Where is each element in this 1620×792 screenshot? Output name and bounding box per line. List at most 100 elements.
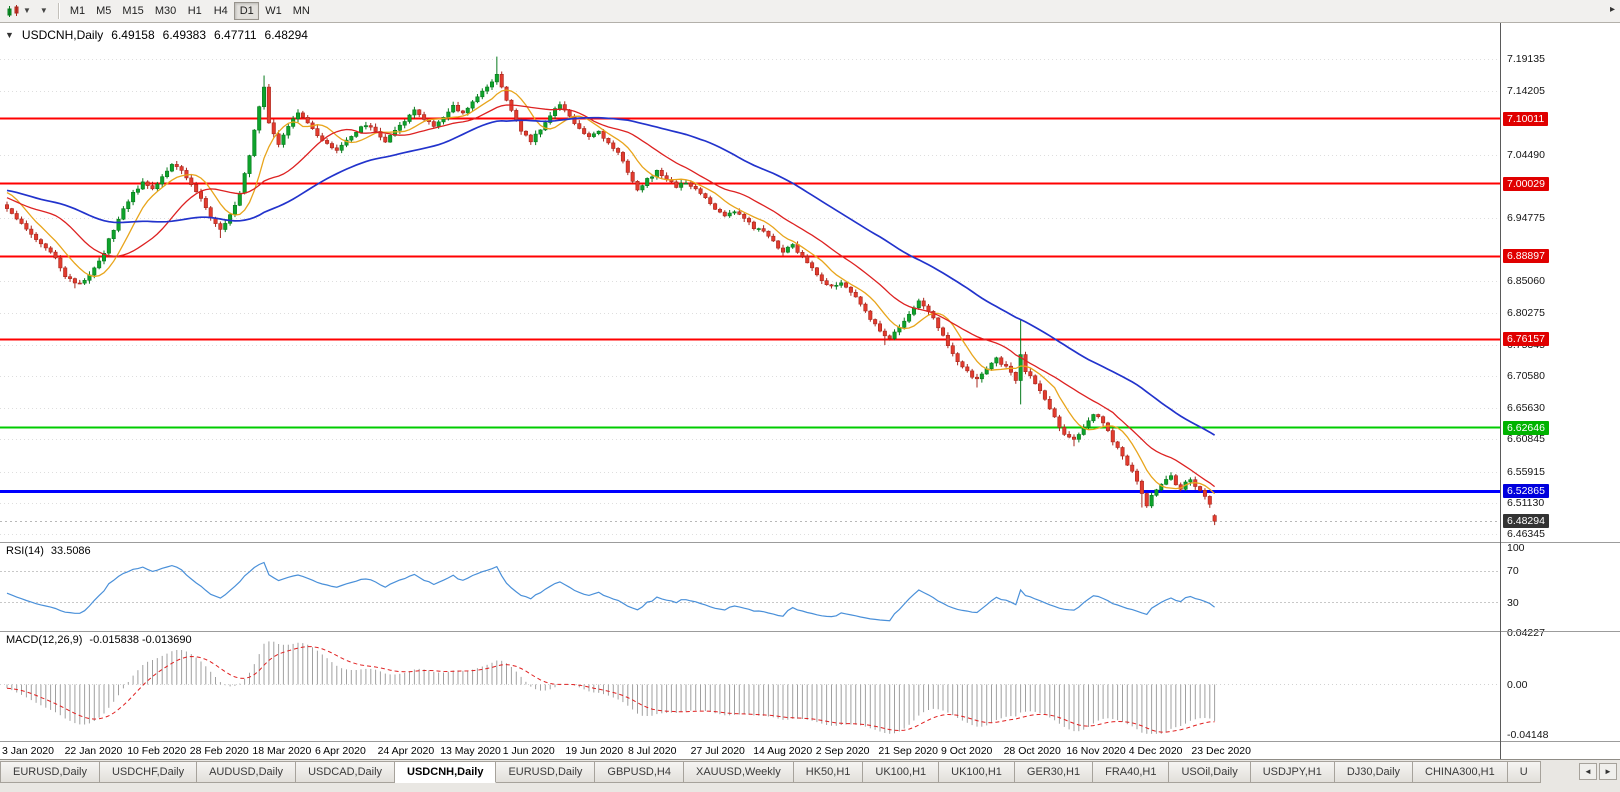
timeframe-button-d1[interactable]: D1 <box>234 2 260 20</box>
tabs-scroll-left-button[interactable]: ◄ <box>1579 763 1597 780</box>
tab-audusd-daily[interactable]: AUDUSD,Daily <box>197 761 297 783</box>
price-axis-label: 6.60845 <box>1507 433 1545 446</box>
svg-text:13 May 2020: 13 May 2020 <box>440 745 501 757</box>
svg-text:22 Jan 2020: 22 Jan 2020 <box>65 745 123 757</box>
chart-type-button[interactable]: ▼ <box>3 2 35 20</box>
timeframe-button-m5[interactable]: M5 <box>91 2 116 20</box>
ohlc-low: 6.47711 <box>214 28 257 42</box>
ma-20-line <box>6 104 1215 488</box>
svg-text:24 Apr 2020: 24 Apr 2020 <box>378 745 435 757</box>
bid-price-label: 6.48294 <box>1503 514 1549 529</box>
tab-usdchf-daily[interactable]: USDCHF,Daily <box>99 761 198 783</box>
date-axis[interactable]: 3 Jan 2020 22 Jan 2020 10 Feb 2020 28 Feb 2… <box>2 745 1251 757</box>
panel-separator <box>1501 741 1620 742</box>
panel-separator <box>1501 542 1620 543</box>
tab-eurusd-daily[interactable]: EURUSD,Daily <box>0 761 100 783</box>
tab-gbpusd-h4[interactable]: GBPUSD,H4 <box>595 761 684 783</box>
tab-u[interactable]: U <box>1507 761 1541 783</box>
chart-tabs: EURUSD,Daily USDCHF,Daily AUDUSD,Daily USDC… <box>0 760 1620 783</box>
horizontal-lines-layer[interactable] <box>0 117 1500 522</box>
macd-signal-line <box>6 646 1215 733</box>
rsi-panel-layer <box>0 561 1500 622</box>
tab-xauusd-weekly[interactable]: XAUUSD,Weekly <box>683 761 794 783</box>
price-axis-label: 6.94775 <box>1507 211 1545 224</box>
price-axis-label: 6.80275 <box>1507 306 1545 319</box>
periods-dropdown-button[interactable]: ▼ <box>36 2 52 20</box>
timeframe-button-h4[interactable]: H4 <box>208 2 233 20</box>
toolbar: ▼ ▼ M1 M5 M15 M30 H1 H4 D1 W1 MN ▸ <box>0 0 1620 23</box>
timeframe-button-m1[interactable]: M1 <box>65 2 90 20</box>
rsi-scale-label: 30 <box>1507 596 1519 609</box>
svg-text:1 Jun 2020: 1 Jun 2020 <box>503 745 555 757</box>
price-chart-canvas[interactable]: 3 Jan 2020 22 Jan 2020 10 Feb 2020 28 Feb 2… <box>0 23 1500 759</box>
svg-text:19 Jun 2020: 19 Jun 2020 <box>565 745 623 757</box>
svg-text:18 Mar 2020: 18 Mar 2020 <box>252 745 311 757</box>
tab-uk100-h1[interactable]: UK100,H1 <box>863 761 940 783</box>
chevron-down-icon: ▼ <box>23 6 31 15</box>
tab-ger30-h1[interactable]: GER30,H1 <box>1014 761 1094 783</box>
chart-window: 3 Jan 2020 22 Jan 2020 10 Feb 2020 28 Feb 2… <box>0 23 1620 759</box>
tab-usoil-daily[interactable]: USOil,Daily <box>1169 761 1251 783</box>
tab-fra40-h1[interactable]: FRA40,H1 <box>1093 761 1170 783</box>
price-axis-label: 6.46345 <box>1507 527 1545 540</box>
rsi-scale-label: 100 <box>1507 542 1525 554</box>
svg-text:14 Aug 2020: 14 Aug 2020 <box>753 745 812 757</box>
macd-title-text: MACD(12,26,9) <box>6 634 83 646</box>
price-axis-label: 7.14205 <box>1507 85 1545 98</box>
svg-text:10 Feb 2020: 10 Feb 2020 <box>127 745 186 757</box>
grid-layer <box>0 59 1500 535</box>
chart-tabbar: EURUSD,Daily USDCHF,Daily AUDUSD,Daily USDC… <box>0 759 1620 792</box>
timeframe-button-m30[interactable]: M30 <box>150 2 181 20</box>
timeframe-button-h1[interactable]: H1 <box>182 2 207 20</box>
svg-text:8 Jul 2020: 8 Jul 2020 <box>628 745 677 757</box>
panel-separator <box>1501 631 1620 632</box>
toolbar-separator <box>57 3 60 19</box>
one-click-trading-toggle[interactable]: ▼ <box>5 30 14 40</box>
ohlc-open: 6.49158 <box>111 28 155 42</box>
ohlc-high: 6.49383 <box>162 28 207 42</box>
timeframe-button-m15[interactable]: M15 <box>117 2 148 20</box>
price-axis-label: 7.04490 <box>1507 148 1545 161</box>
rsi-scale-label: 70 <box>1507 565 1519 578</box>
svg-text:28 Feb 2020: 28 Feb 2020 <box>190 745 249 757</box>
tab-usdjpy-h1[interactable]: USDJPY,H1 <box>1250 761 1335 783</box>
hline-price-label: 7.10011 <box>1503 111 1549 126</box>
chart-header: ▼ USDCNH,Daily 6.49158 6.49383 6.47711 6… <box>5 28 308 42</box>
toolbar-overflow-arrow[interactable]: ▸ <box>1609 4 1615 15</box>
price-axis-label: 6.51130 <box>1507 496 1545 509</box>
price-axis-label: 7.19135 <box>1507 52 1545 65</box>
svg-text:3 Jan 2020: 3 Jan 2020 <box>2 745 54 757</box>
ohlc-close: 6.48294 <box>264 28 308 42</box>
price-axis[interactable]: 7.19135 7.14205 7.04490 6.94775 6.85060 6.802… <box>1500 23 1620 759</box>
timeframe-button-w1[interactable]: W1 <box>260 2 287 20</box>
macd-scale-label: 0.04227 <box>1507 627 1545 639</box>
macd-scale-label: -0.04148 <box>1507 729 1549 742</box>
timeframe-button-mn[interactable]: MN <box>288 2 315 20</box>
tab-usdcnh-daily[interactable]: USDCNH,Daily <box>395 761 497 783</box>
svg-text:9 Oct 2020: 9 Oct 2020 <box>941 745 993 757</box>
candlestick-chart-icon <box>7 4 19 17</box>
svg-text:21 Sep 2020: 21 Sep 2020 <box>878 745 938 757</box>
macd-panel-title: MACD(12,26,9) -0.015838 -0.013690 <box>4 634 194 646</box>
tab-hk50-h1[interactable]: HK50,H1 <box>793 761 864 783</box>
ma-8-line <box>6 89 1216 495</box>
svg-text:6 Apr 2020: 6 Apr 2020 <box>315 745 366 757</box>
tab-uk100-h1[interactable]: UK100,H1 <box>939 761 1015 783</box>
rsi-value: 33.5086 <box>50 545 91 557</box>
tab-dj30-daily[interactable]: DJ30,Daily <box>1334 761 1414 783</box>
svg-text:16 Nov 2020: 16 Nov 2020 <box>1066 745 1126 757</box>
macd-scale-label: 0.00 <box>1507 678 1528 691</box>
tab-china300-h1[interactable]: CHINA300,H1 <box>1413 761 1508 783</box>
symbol-label: USDCNH,Daily <box>21 28 104 42</box>
chevron-down-icon: ▼ <box>39 6 48 15</box>
tabs-scroll-right-button[interactable]: ► <box>1599 763 1617 780</box>
rsi-line <box>6 561 1215 622</box>
price-axis-label: 6.65630 <box>1507 402 1545 415</box>
timeframe-buttons: M1 M5 M15 M30 H1 H4 D1 W1 MN <box>65 2 315 20</box>
svg-text:27 Jul 2020: 27 Jul 2020 <box>691 745 745 757</box>
hline-price-label: 6.88897 <box>1503 249 1549 264</box>
price-axis-label: 6.85060 <box>1507 275 1545 288</box>
tab-eurusd-daily[interactable]: EURUSD,Daily <box>496 761 596 783</box>
tab-usdcad-daily[interactable]: USDCAD,Daily <box>296 761 396 783</box>
